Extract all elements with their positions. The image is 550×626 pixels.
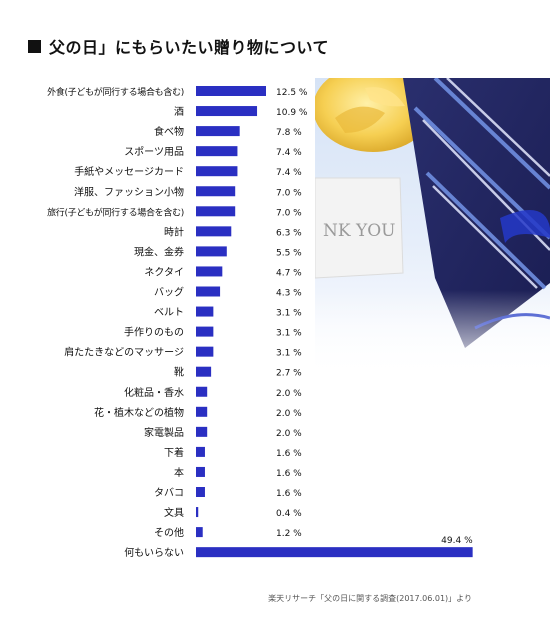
bar — [196, 466, 205, 477]
bar — [196, 106, 258, 117]
value-label: 3.1 % — [276, 329, 302, 339]
value-label: 2.0 % — [276, 389, 302, 399]
bar — [196, 547, 473, 558]
category-label: 花・植木などの植物 — [94, 406, 184, 419]
category-label: 肩たたきなどのマッサージ — [64, 346, 184, 359]
category-label: ベルト — [154, 307, 184, 319]
bar — [196, 186, 236, 197]
value-label: 2.7 % — [276, 369, 302, 379]
bar — [196, 507, 199, 518]
bar — [196, 206, 236, 217]
bar — [196, 386, 208, 397]
chart-title: 父の日」にもらいたい贈り物について — [49, 38, 330, 57]
value-label: 1.6 % — [276, 469, 302, 479]
value-label: 7.4 % — [276, 148, 302, 158]
category-label: 洋服、ファッション小物 — [74, 185, 184, 198]
value-label: 7.0 % — [276, 208, 302, 218]
value-label: 3.1 % — [276, 349, 302, 359]
bar — [196, 226, 232, 237]
value-label: 7.8 % — [276, 128, 302, 138]
category-label: 家電製品 — [144, 426, 184, 439]
bar — [196, 266, 223, 277]
category-label: 化粧品・香水 — [124, 386, 184, 399]
category-label: 下着 — [164, 446, 184, 459]
bar — [196, 246, 227, 257]
title-square-icon — [28, 39, 41, 53]
value-label: 5.5 % — [276, 248, 302, 258]
category-label: 外食(子どもが同行する場合も含む) — [47, 86, 184, 98]
bar — [196, 426, 208, 437]
photo-fade — [300, 290, 550, 380]
value-label: 2.0 % — [276, 409, 302, 419]
category-label: 旅行(子どもが同行する場合を含む) — [47, 206, 184, 218]
category-label: 食べ物 — [154, 125, 184, 138]
category-label: タバコ — [154, 487, 184, 499]
value-label: 7.4 % — [276, 168, 302, 178]
bar — [196, 366, 212, 377]
gift-photo-illustration: NK YOU — [315, 78, 550, 348]
value-label: 4.7 % — [276, 268, 302, 278]
chart-title-block: 父の日」にもらいたい贈り物について — [28, 34, 329, 58]
background-photo: NK YOU — [315, 78, 550, 378]
category-label: 本 — [174, 466, 184, 479]
category-label: 何もいらない — [124, 546, 184, 559]
source-note: 楽天リサーチ「父の日に関する調査(2017.06.01)」より — [268, 594, 472, 603]
category-label: その他 — [154, 526, 184, 539]
necktie-icon — [403, 78, 550, 348]
bar — [196, 406, 208, 417]
card-icon — [315, 177, 404, 279]
value-label: 6.3 % — [276, 228, 302, 238]
card-text: NK YOU — [323, 221, 395, 241]
bar — [196, 146, 238, 157]
bar — [196, 527, 203, 538]
bar — [196, 346, 214, 357]
category-label: 靴 — [174, 366, 184, 379]
value-label: 0.4 % — [276, 509, 302, 519]
value-label: 10.9 % — [276, 108, 308, 118]
category-label: スポーツ用品 — [124, 146, 184, 158]
value-label: 1.6 % — [276, 489, 302, 499]
category-label: バッグ — [154, 286, 184, 299]
ribbon-icon — [500, 210, 550, 243]
category-label: 文具 — [164, 506, 184, 519]
category-label: 時計 — [164, 225, 184, 238]
bar — [196, 326, 214, 337]
bar — [196, 306, 214, 317]
value-label: 7.0 % — [276, 188, 302, 198]
bar — [196, 446, 205, 457]
bar — [196, 487, 205, 497]
value-label: 3.1 % — [276, 309, 302, 319]
value-label: 4.3 % — [276, 289, 302, 299]
category-label: 酒 — [174, 106, 184, 118]
value-label: 2.0 % — [276, 429, 302, 439]
bar — [196, 166, 238, 177]
bar — [196, 286, 221, 297]
category-label: 手紙やメッセージカード — [74, 165, 184, 178]
bar — [196, 86, 266, 96]
bar — [196, 126, 240, 137]
category-label: 現金、金券 — [134, 245, 184, 258]
value-label: 1.2 % — [276, 529, 302, 539]
category-label: ネクタイ — [144, 266, 184, 278]
category-label: 手作りのもの — [124, 326, 184, 339]
value-label: 1.6 % — [276, 449, 302, 459]
value-label: 12.5 % — [276, 88, 308, 98]
value-label: 49.4 % — [441, 536, 473, 546]
